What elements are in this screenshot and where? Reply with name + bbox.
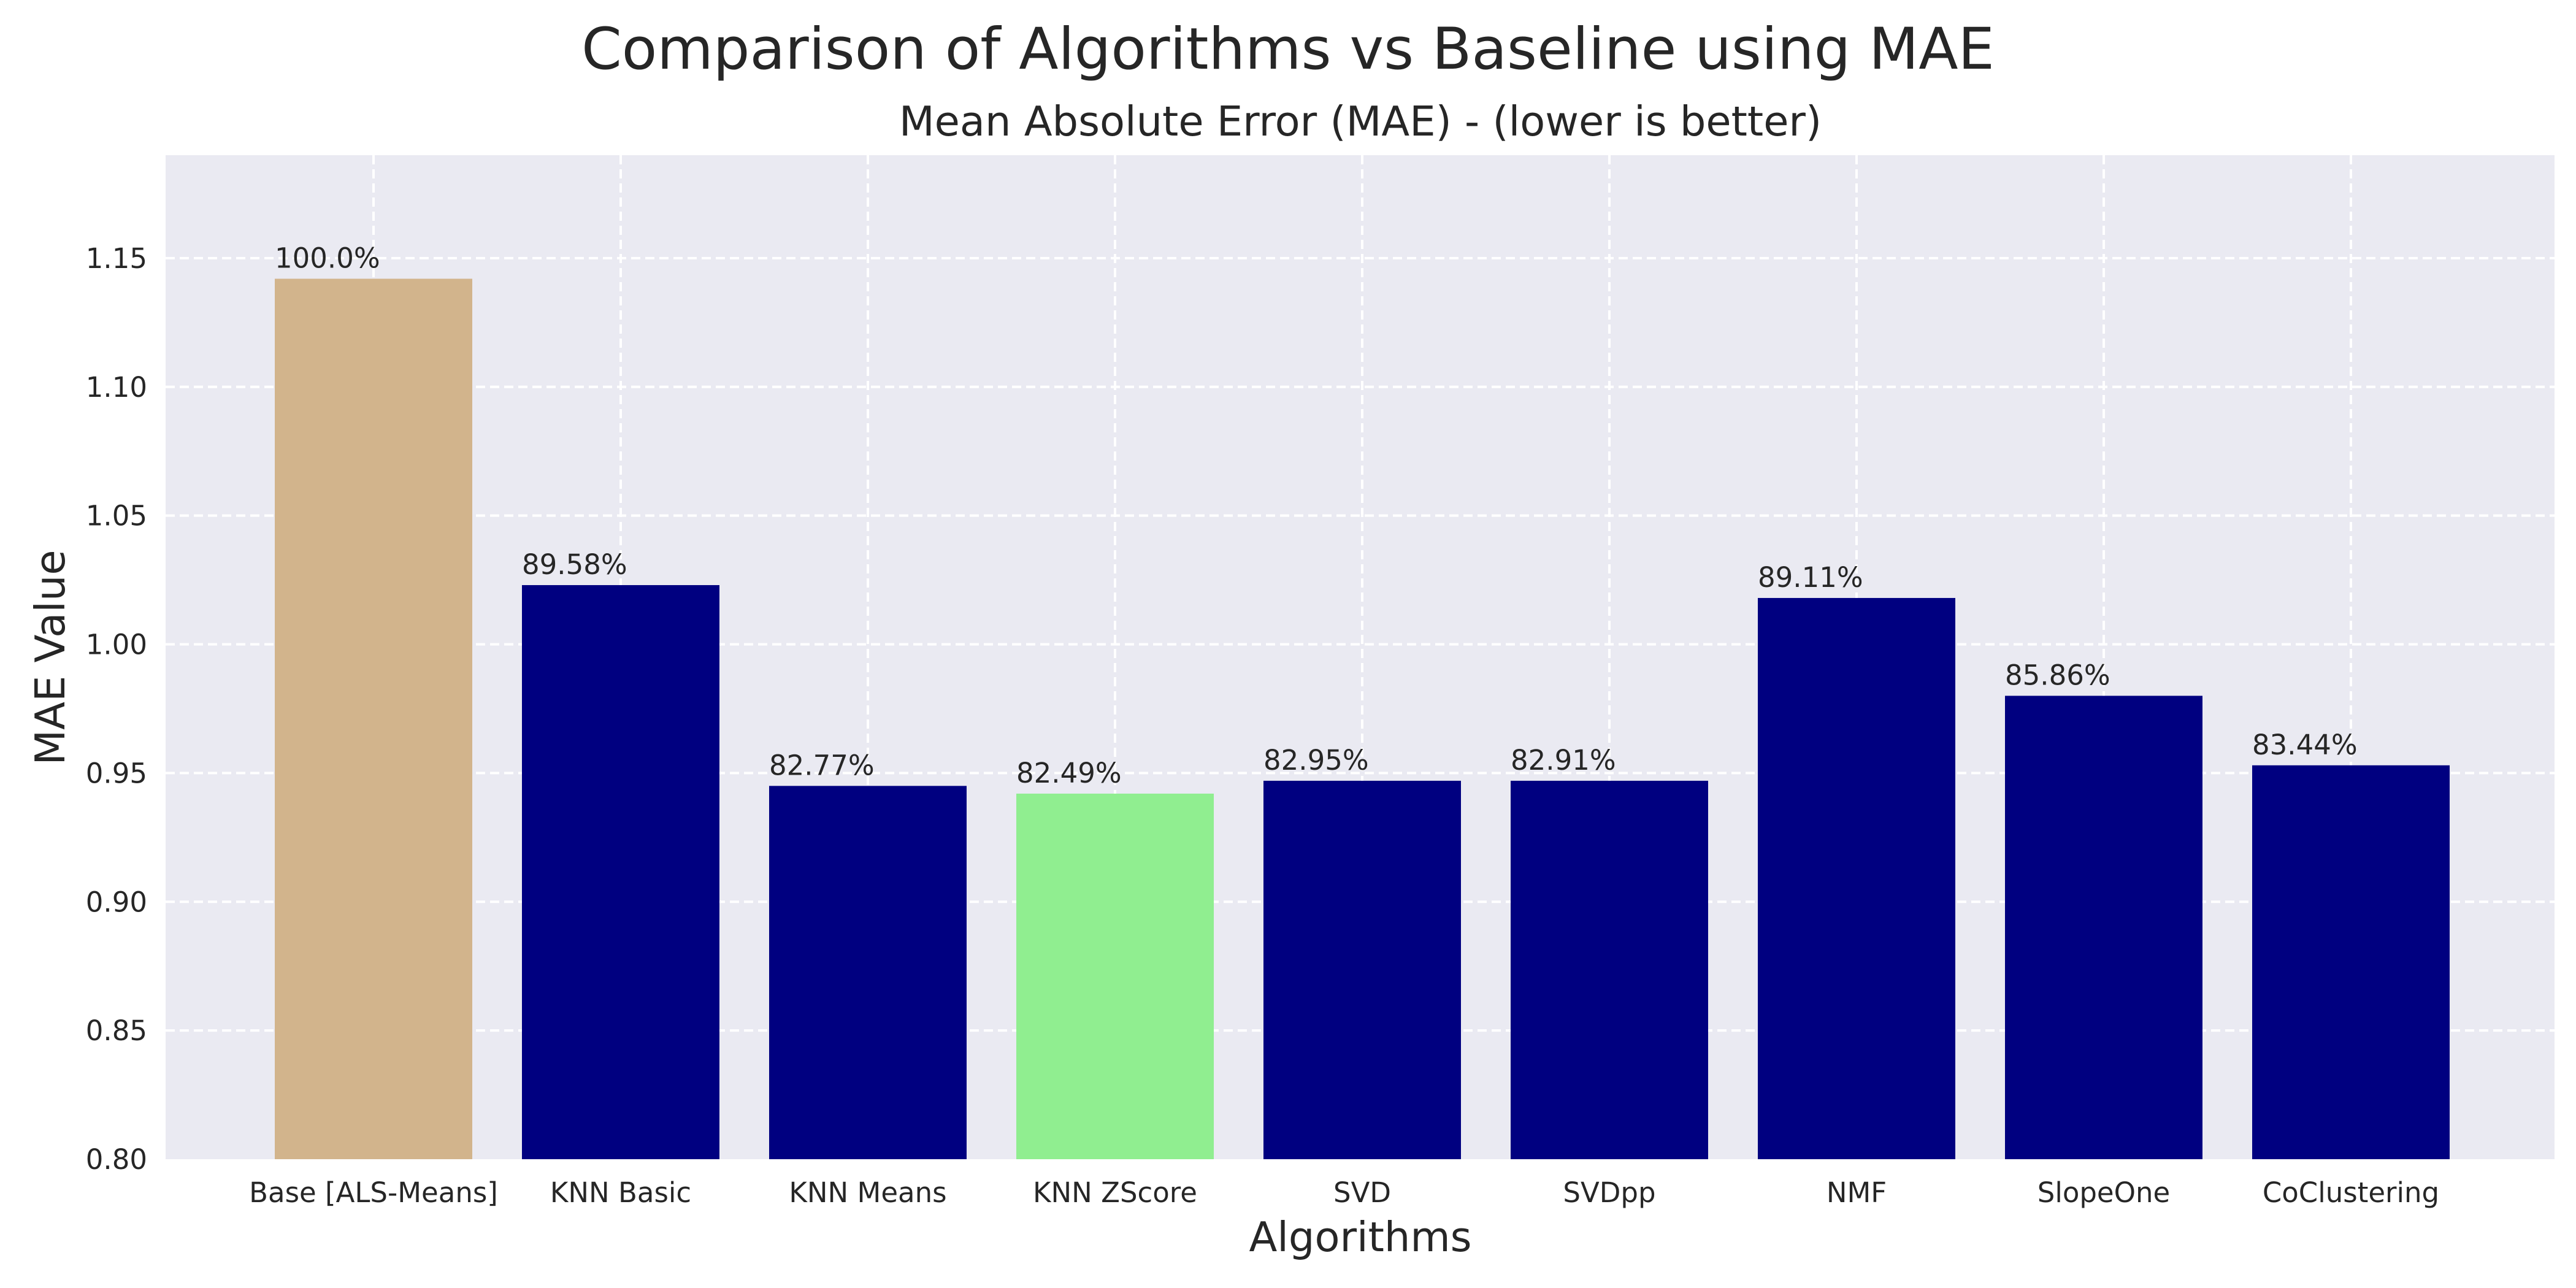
bar <box>1758 597 1955 1159</box>
bar-value-label: 85.86% <box>2005 659 2110 691</box>
y-tick-label: 0.85 <box>86 1014 147 1047</box>
y-tick-label: 1.00 <box>86 629 147 661</box>
bar-value-label: 83.44% <box>2252 729 2358 761</box>
y-tick-label: 1.10 <box>86 371 147 404</box>
bar-value-labels: 100.0% 89.58% 82.77% 82.49% 82.95% 82.91% 89.1… <box>275 242 2358 789</box>
bar-value-label: 100.0% <box>275 242 380 274</box>
x-tick-label: SVD <box>1333 1176 1391 1209</box>
x-tick-label: KNN Basic <box>550 1176 691 1209</box>
x-tick-label: KNN ZScore <box>1033 1176 1197 1209</box>
bar-value-label: 82.91% <box>1511 744 1616 776</box>
bar <box>275 278 472 1159</box>
bar <box>2252 765 2450 1159</box>
y-axis-label: MAE Value <box>26 550 74 765</box>
bar-value-label: 82.77% <box>769 749 875 781</box>
x-tick-label: SlopeOne <box>2037 1176 2170 1209</box>
y-tick-label: 0.80 <box>86 1143 147 1176</box>
bar-value-label: 82.95% <box>1263 744 1369 776</box>
y-tick-label: 0.95 <box>86 757 147 789</box>
x-axis-label: Algorithms <box>1249 1213 1471 1261</box>
x-tick-label: KNN Means <box>789 1176 946 1209</box>
bar <box>522 585 719 1159</box>
bars <box>275 278 2450 1159</box>
x-tick-label: CoClustering <box>2263 1176 2439 1209</box>
bar-value-label: 89.58% <box>522 548 627 581</box>
bar-value-label: 89.11% <box>1758 561 1863 594</box>
bar <box>2005 696 2202 1159</box>
bar <box>1263 780 1461 1159</box>
bar <box>1511 780 1708 1159</box>
bar <box>1016 793 1214 1159</box>
y-tick-labels: 0.80 0.85 0.90 0.95 1.00 1.05 1.10 1.15 <box>86 242 147 1176</box>
y-tick-label: 1.15 <box>86 242 147 275</box>
chart-subtitle: Mean Absolute Error (MAE) - (lower is be… <box>899 98 1822 145</box>
chart-title: Comparison of Algorithms vs Baseline usi… <box>581 16 1995 83</box>
bar-value-label: 82.49% <box>1016 757 1122 789</box>
x-tick-label: NMF <box>1827 1176 1887 1209</box>
y-tick-label: 1.05 <box>86 500 147 532</box>
x-tick-label: Base [ALS-Means] <box>249 1176 498 1209</box>
x-tick-labels: Base [ALS-Means] KNN Basic KNN Means KNN ZS… <box>249 1176 2439 1209</box>
x-tick-label: SVDpp <box>1563 1176 1655 1209</box>
bar <box>769 786 967 1159</box>
y-tick-label: 0.90 <box>86 886 147 918</box>
